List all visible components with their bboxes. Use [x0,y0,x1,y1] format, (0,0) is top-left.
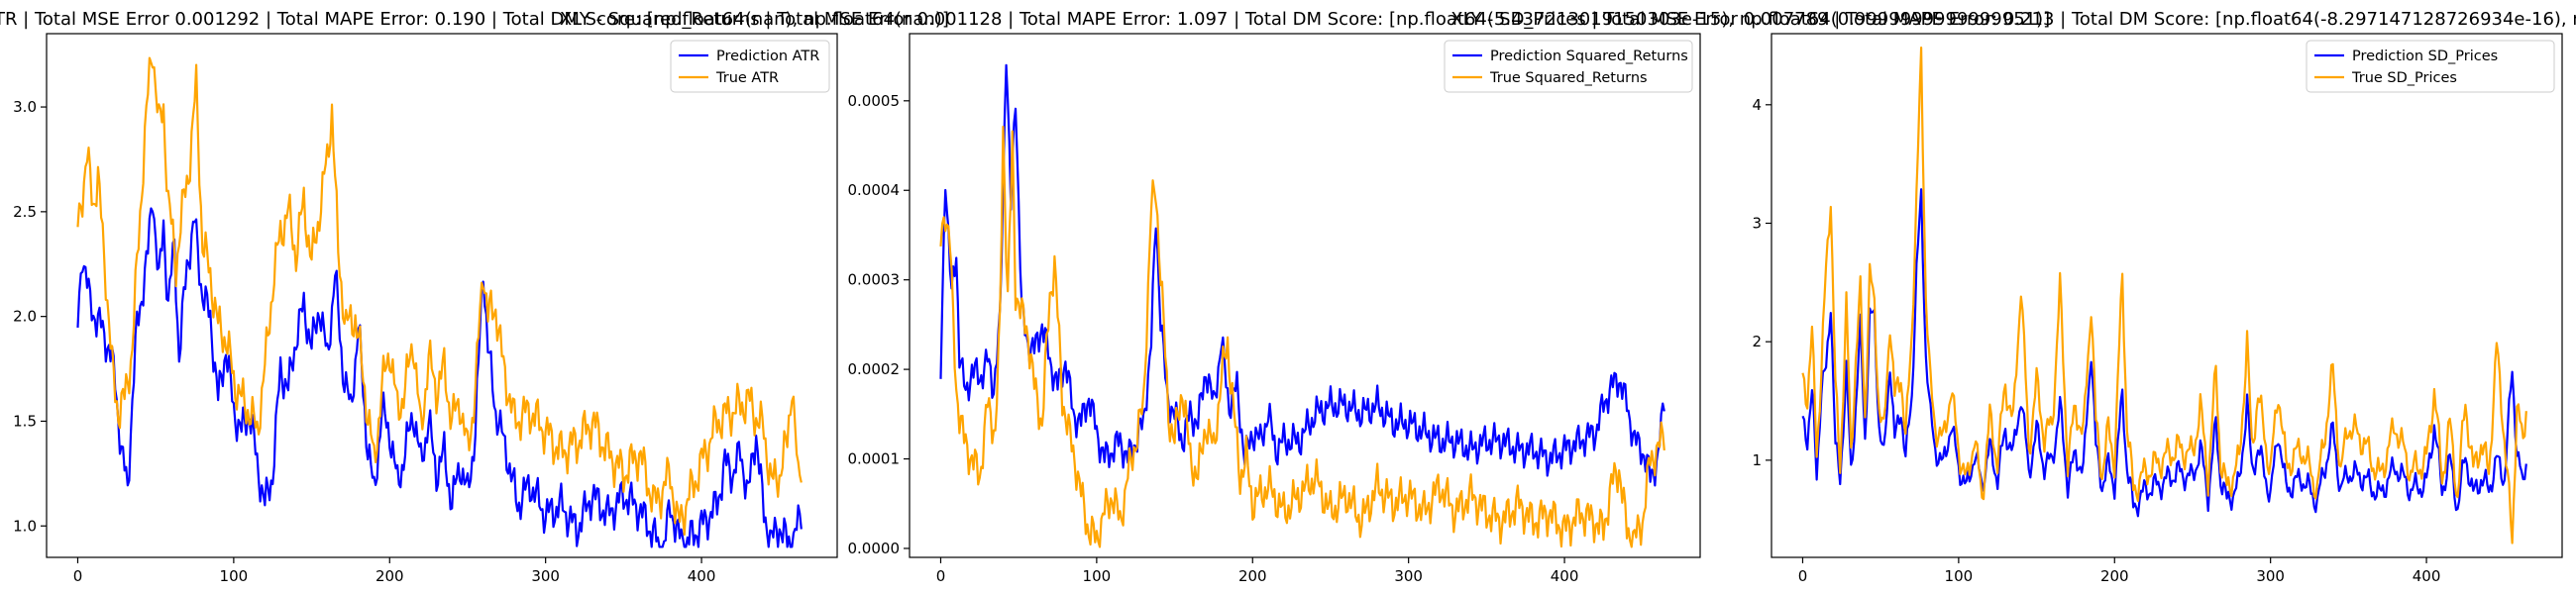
chart-panel-3: 0 100 200 300 400 1 2 3 4 Prediction SD_Prices Tru… [1450,9,2576,585]
y-tick-label: 0.0004 [848,181,901,199]
series-line-prediction [76,207,803,548]
y-tick-label: 0.0003 [848,271,901,289]
plot-frame [1771,33,2563,558]
legend-entry: True ATR [715,70,779,86]
x-tick-label: 0 [936,567,946,585]
y-tick-label: 3 [1752,214,1762,232]
legend-entry: True Squared_Returns [1489,70,1648,86]
chart-title: XLY - ATR | Total MSE Error 0.001292 | T… [0,9,949,30]
x-tick-label: 300 [531,567,560,585]
x-tick-label: 300 [1394,567,1423,585]
legend-box [670,40,830,93]
x-tick-label: 200 [1238,567,1267,585]
y-tick-label: 0.0000 [848,540,901,557]
y-tick-label: 3.0 [13,98,37,116]
x-tick-label: 300 [2256,567,2285,585]
y-tick-label: 4 [1752,96,1762,114]
series-line-true [1801,46,2527,544]
x-tick-label: 0 [73,567,83,585]
y-tick-label: 0.0005 [848,92,901,110]
y-tick-label: 1 [1752,451,1762,469]
x-tick-label: 200 [2100,567,2129,585]
series-line-prediction [1801,188,2527,518]
plot-frame [909,33,1701,558]
plot-frame [46,33,838,558]
series-line-true [76,56,803,537]
y-tick-label: 1.0 [13,517,37,535]
y-tick-label: 1.5 [13,412,37,430]
legend-entry: Prediction SD_Prices [2352,49,2498,64]
y-tick-label: 2 [1752,333,1762,350]
legend-entry: Prediction Squared_Returns [1490,49,1688,64]
x-tick-label: 0 [1798,567,1808,585]
series-line-prediction [939,63,1665,487]
x-tick-label: 400 [2413,567,2441,585]
y-tick-label: 2.5 [13,203,37,221]
chart-panel-1: 0 100 200 300 400 1.0 1.5 2.0 2.5 3.0 Prediction A… [0,9,949,585]
x-tick-label: 400 [1551,567,1579,585]
chart-title: XLY - SD_Prices | Total MSE Error 0.0077… [1450,9,2576,30]
chart-panel-2: 0 100 200 300 400 0.0000 0.0001 0.0002 0.0003 0.0… [560,9,2050,585]
y-tick-label: 0.0001 [848,450,901,468]
x-tick-label: 400 [688,567,716,585]
y-tick-label: 0.0002 [848,360,901,378]
legend-box [1444,40,1693,93]
legend-box [2306,40,2555,93]
y-tick-label: 2.0 [13,308,37,326]
series-line-true [939,125,1665,548]
legend-entry: Prediction ATR [716,49,819,64]
x-tick-label: 100 [1083,567,1112,585]
legend-entry: True SD_Prices [2351,70,2457,86]
x-tick-label: 200 [376,567,404,585]
chart-title: XLY - Squared_Returns | Total MSE Error … [560,9,2050,30]
x-tick-label: 100 [1945,567,1974,585]
x-tick-label: 100 [220,567,249,585]
